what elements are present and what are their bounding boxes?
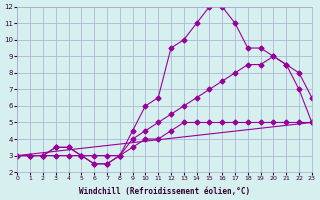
X-axis label: Windchill (Refroidissement éolien,°C): Windchill (Refroidissement éolien,°C) bbox=[79, 187, 250, 196]
